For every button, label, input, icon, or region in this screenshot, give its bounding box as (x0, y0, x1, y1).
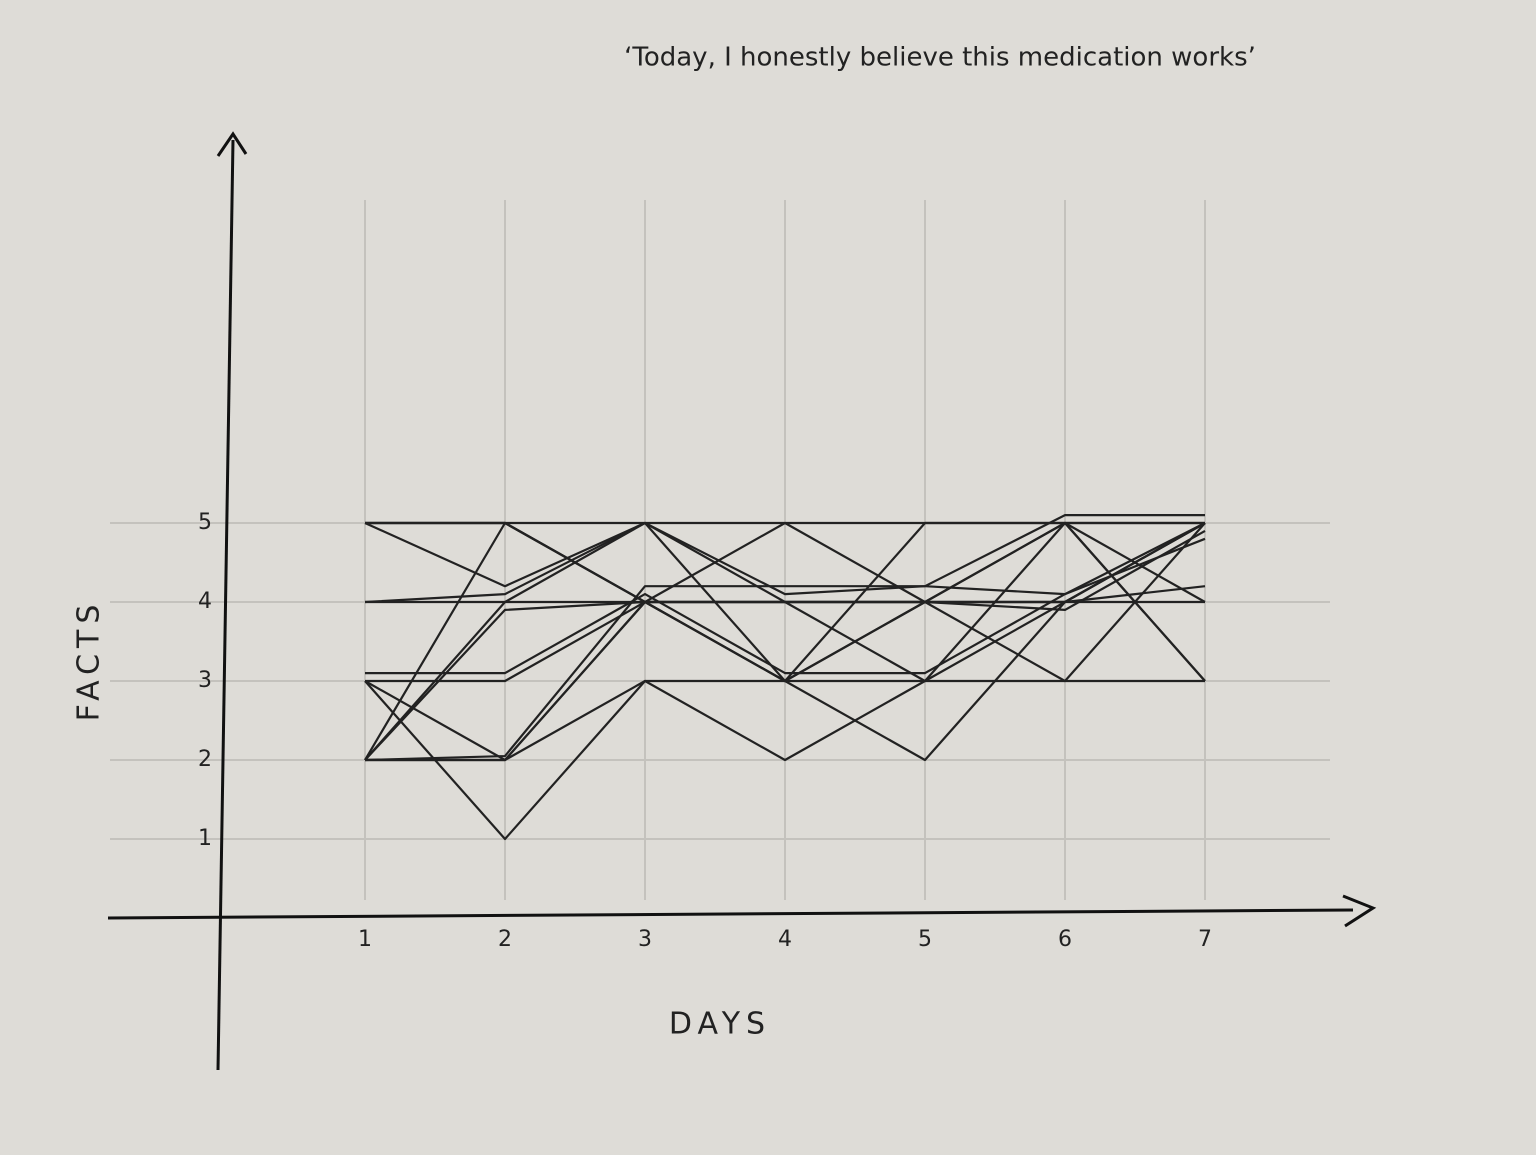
x-tick-label: 5 (918, 927, 932, 952)
x-tick-label: 7 (1198, 927, 1212, 952)
y-tick-label: 2 (198, 747, 212, 772)
chart-title: ‘Today, I honestly believe this medicati… (624, 43, 1256, 73)
y-tick-label: 1 (198, 826, 212, 851)
y-axis (216, 139, 235, 1071)
y-tick-label: 3 (198, 668, 212, 693)
x-axis (107, 908, 1354, 920)
y-tick-label: 4 (198, 589, 212, 614)
x-axis-arrow (1342, 894, 1377, 928)
x-tick-label: 2 (498, 927, 512, 952)
x-tick-label: 6 (1058, 927, 1072, 952)
y-axis-label: FACTS (72, 599, 107, 722)
x-axis-label: DAYS (669, 1007, 771, 1042)
y-axis-arrow (216, 131, 248, 157)
series-line (364, 529, 1206, 761)
x-tick-label: 4 (778, 927, 792, 952)
x-tick-label: 3 (638, 927, 652, 952)
series-line (364, 521, 1206, 761)
series-line (364, 537, 1206, 762)
series-line (364, 514, 1205, 596)
y-tick-label: 5 (198, 510, 212, 535)
x-tick-label: 1 (358, 927, 372, 952)
